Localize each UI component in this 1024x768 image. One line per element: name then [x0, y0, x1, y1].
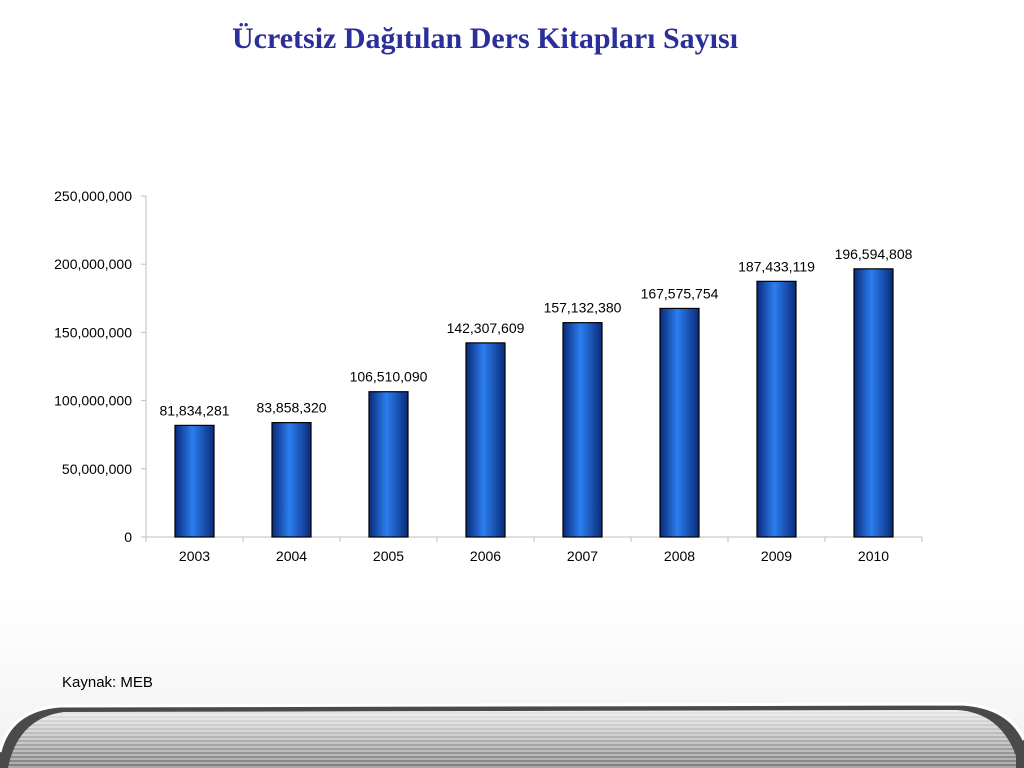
y-tick-label: 200,000,000 — [54, 256, 132, 272]
x-tick-label: 2004 — [276, 548, 307, 564]
bar — [174, 424, 215, 538]
x-tick-label: 2003 — [179, 548, 210, 564]
y-tick-label: 50,000,000 — [62, 461, 132, 477]
data-label: 187,433,119 — [738, 258, 815, 274]
source-note: Kaynak: MEB — [62, 674, 153, 691]
x-axis: 2003 2004 2005 2006 2007 2008 2009 2010 — [145, 536, 923, 564]
bar — [271, 422, 312, 538]
data-labels: 81,834,281 83,858,320 106,510,090 142,307,6… — [159, 246, 912, 419]
bar — [756, 280, 797, 538]
x-tick-label: 2007 — [567, 548, 598, 564]
data-label: 196,594,808 — [835, 246, 913, 262]
data-label: 83,858,320 — [256, 400, 326, 416]
data-label: 157,132,380 — [544, 300, 622, 316]
bar — [465, 342, 506, 538]
y-tick-label: 250,000,000 — [54, 188, 132, 204]
bar — [853, 268, 894, 538]
bar — [562, 322, 603, 538]
y-axis: 0 50,000,000 100,000,000 150,000,000 200,000… — [54, 188, 147, 545]
y-tick-label: 100,000,000 — [54, 393, 132, 409]
x-tick-label: 2008 — [664, 548, 695, 564]
data-label: 142,307,609 — [447, 320, 525, 336]
bar — [368, 391, 409, 538]
y-tick-label: 150,000,000 — [54, 324, 132, 340]
x-tick-label: 2005 — [373, 548, 404, 564]
data-label: 81,834,281 — [159, 402, 229, 418]
data-label: 106,510,090 — [350, 369, 428, 385]
footer-decoration — [0, 702, 1024, 768]
data-label: 167,575,754 — [641, 285, 719, 301]
bar-series — [174, 268, 894, 538]
bar — [659, 307, 700, 538]
x-tick-label: 2009 — [761, 548, 792, 564]
x-tick-label: 2006 — [470, 548, 501, 564]
y-tick-label: 0 — [124, 529, 132, 545]
slide-title: Ücretsiz Dağıtılan Ders Kitapları Sayısı — [231, 22, 739, 55]
x-tick-label: 2010 — [858, 548, 889, 564]
